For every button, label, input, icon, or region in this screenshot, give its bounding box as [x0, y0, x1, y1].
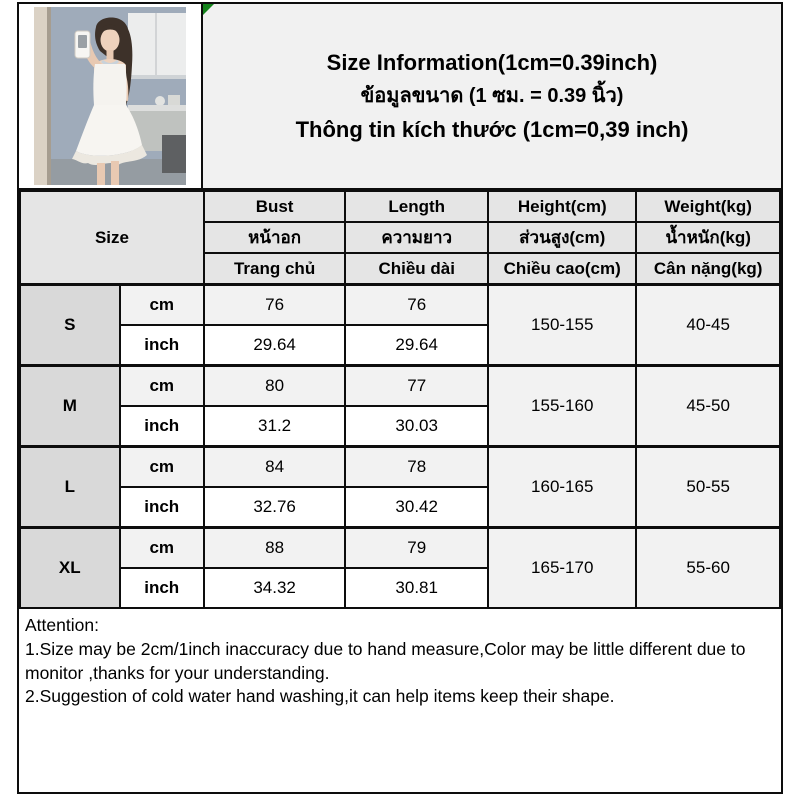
- attention-heading: Attention:: [25, 615, 99, 635]
- unit-label-cm: cm: [118, 283, 205, 326]
- chart-frame: Size Information(1cm=0.39inch) ข้อมูลขนา…: [17, 2, 783, 794]
- xl-weight-range: 55-60: [635, 526, 781, 609]
- banner-row: Size Information(1cm=0.39inch) ข้อมูลขนา…: [19, 4, 781, 190]
- attention-note-1: 1.Size may be 2cm/1inch inaccuracy due t…: [25, 638, 746, 683]
- row-m-cm: M cm 80 77 155-160 45-50: [19, 364, 781, 448]
- xl-height-range: 165-170: [487, 526, 638, 609]
- col-header-height-th: ส่วนสูง(cm): [487, 221, 638, 254]
- xl-bust-cm: 88: [202, 526, 347, 569]
- col-header-bust-en: Bust: [202, 190, 347, 223]
- unit-label-cm: cm: [118, 526, 205, 569]
- m-bust-cm: 80: [202, 364, 347, 407]
- size-table: Size Bust Length Height(cm) Weight(kg) ห…: [19, 190, 781, 609]
- m-length-cm: 77: [344, 364, 490, 407]
- product-photo: [34, 7, 186, 185]
- xl-length-inch: 30.81: [344, 567, 490, 609]
- s-bust-inch: 29.64: [202, 324, 347, 367]
- attention-section: Attention: 1.Size may be 2cm/1inch inacc…: [19, 609, 781, 792]
- s-height-range: 150-155: [487, 283, 638, 367]
- title-vietnamese: Thông tin kích thước (1cm=0,39 inch): [295, 116, 689, 142]
- m-length-inch: 30.03: [344, 405, 490, 448]
- title-thai: ข้อมูลขนาด (1 ซม. = 0.39 นิ้ว): [360, 84, 624, 107]
- unit-label-cm: cm: [118, 445, 205, 488]
- m-height-range: 155-160: [487, 364, 638, 448]
- title-english: Size Information(1cm=0.39inch): [326, 50, 658, 76]
- col-header-bust-vi: Trang chủ: [202, 252, 347, 286]
- m-bust-inch: 31.2: [202, 405, 347, 448]
- l-bust-cm: 84: [202, 445, 347, 488]
- col-header-bust-th: หน้าอก: [202, 221, 347, 254]
- s-length-cm: 76: [344, 283, 490, 326]
- col-header-length-th: ความยาว: [344, 221, 490, 254]
- xl-length-cm: 79: [344, 526, 490, 569]
- row-xl-cm: XL cm 88 79 165-170 55-60: [19, 526, 781, 609]
- row-s-cm: S cm 76 76 150-155 40-45: [19, 283, 781, 367]
- unit-label-inch: inch: [118, 567, 205, 609]
- s-bust-cm: 76: [202, 283, 347, 326]
- row-l-inch: inch 32.76 30.42: [20, 486, 780, 529]
- unit-label-inch: inch: [118, 324, 205, 367]
- header-row-vi: Trang chủ Chiều dài Chiều cao(cm) Cân nặ…: [20, 252, 781, 286]
- size-cell-s: S: [19, 283, 121, 367]
- col-header-length-en: Length: [344, 190, 490, 223]
- size-cell-l: L: [19, 445, 121, 529]
- col-header-height-vi: Chiều cao(cm): [487, 252, 638, 286]
- col-header-height-en: Height(cm): [487, 190, 638, 223]
- unit-label-cm: cm: [118, 364, 205, 407]
- row-l-cm: L cm 84 78 160-165 50-55: [19, 445, 781, 529]
- excel-corner-marker-icon: [203, 4, 214, 15]
- attention-note-2: 2.Suggestion of cold water hand washing,…: [25, 686, 615, 707]
- row-xl-inch: inch 34.32 30.81: [20, 567, 780, 609]
- m-weight-range: 45-50: [635, 364, 781, 448]
- xl-bust-inch: 34.32: [202, 567, 347, 609]
- col-header-weight-th: น้ำหนัก(kg): [635, 221, 781, 254]
- title-cell: Size Information(1cm=0.39inch) ข้อมูลขนา…: [203, 4, 781, 188]
- size-cell-xl: XL: [19, 526, 121, 609]
- size-cell-m: M: [19, 364, 121, 448]
- col-header-weight-vi: Cân nặng(kg): [635, 252, 781, 286]
- product-photo-cell: [19, 4, 203, 188]
- header-row-en: Size Bust Length Height(cm) Weight(kg): [19, 190, 781, 286]
- row-m-inch: inch 31.2 30.03: [20, 405, 780, 448]
- l-height-range: 160-165: [487, 445, 638, 529]
- l-length-inch: 30.42: [344, 486, 490, 529]
- l-weight-range: 50-55: [635, 445, 781, 529]
- s-length-inch: 29.64: [344, 324, 490, 367]
- col-header-length-vi: Chiều dài: [344, 252, 490, 286]
- l-bust-inch: 32.76: [202, 486, 347, 529]
- header-row-th: หน้าอก ความยาว ส่วนสูง(cm) น้ำหนัก(kg): [20, 221, 781, 254]
- l-length-cm: 78: [344, 445, 490, 488]
- unit-label-inch: inch: [118, 405, 205, 448]
- row-s-inch: inch 29.64 29.64: [20, 324, 780, 367]
- s-weight-range: 40-45: [635, 283, 781, 367]
- col-header-weight-en: Weight(kg): [635, 190, 781, 223]
- unit-label-inch: inch: [118, 486, 205, 529]
- size-header-cell: Size: [19, 190, 205, 286]
